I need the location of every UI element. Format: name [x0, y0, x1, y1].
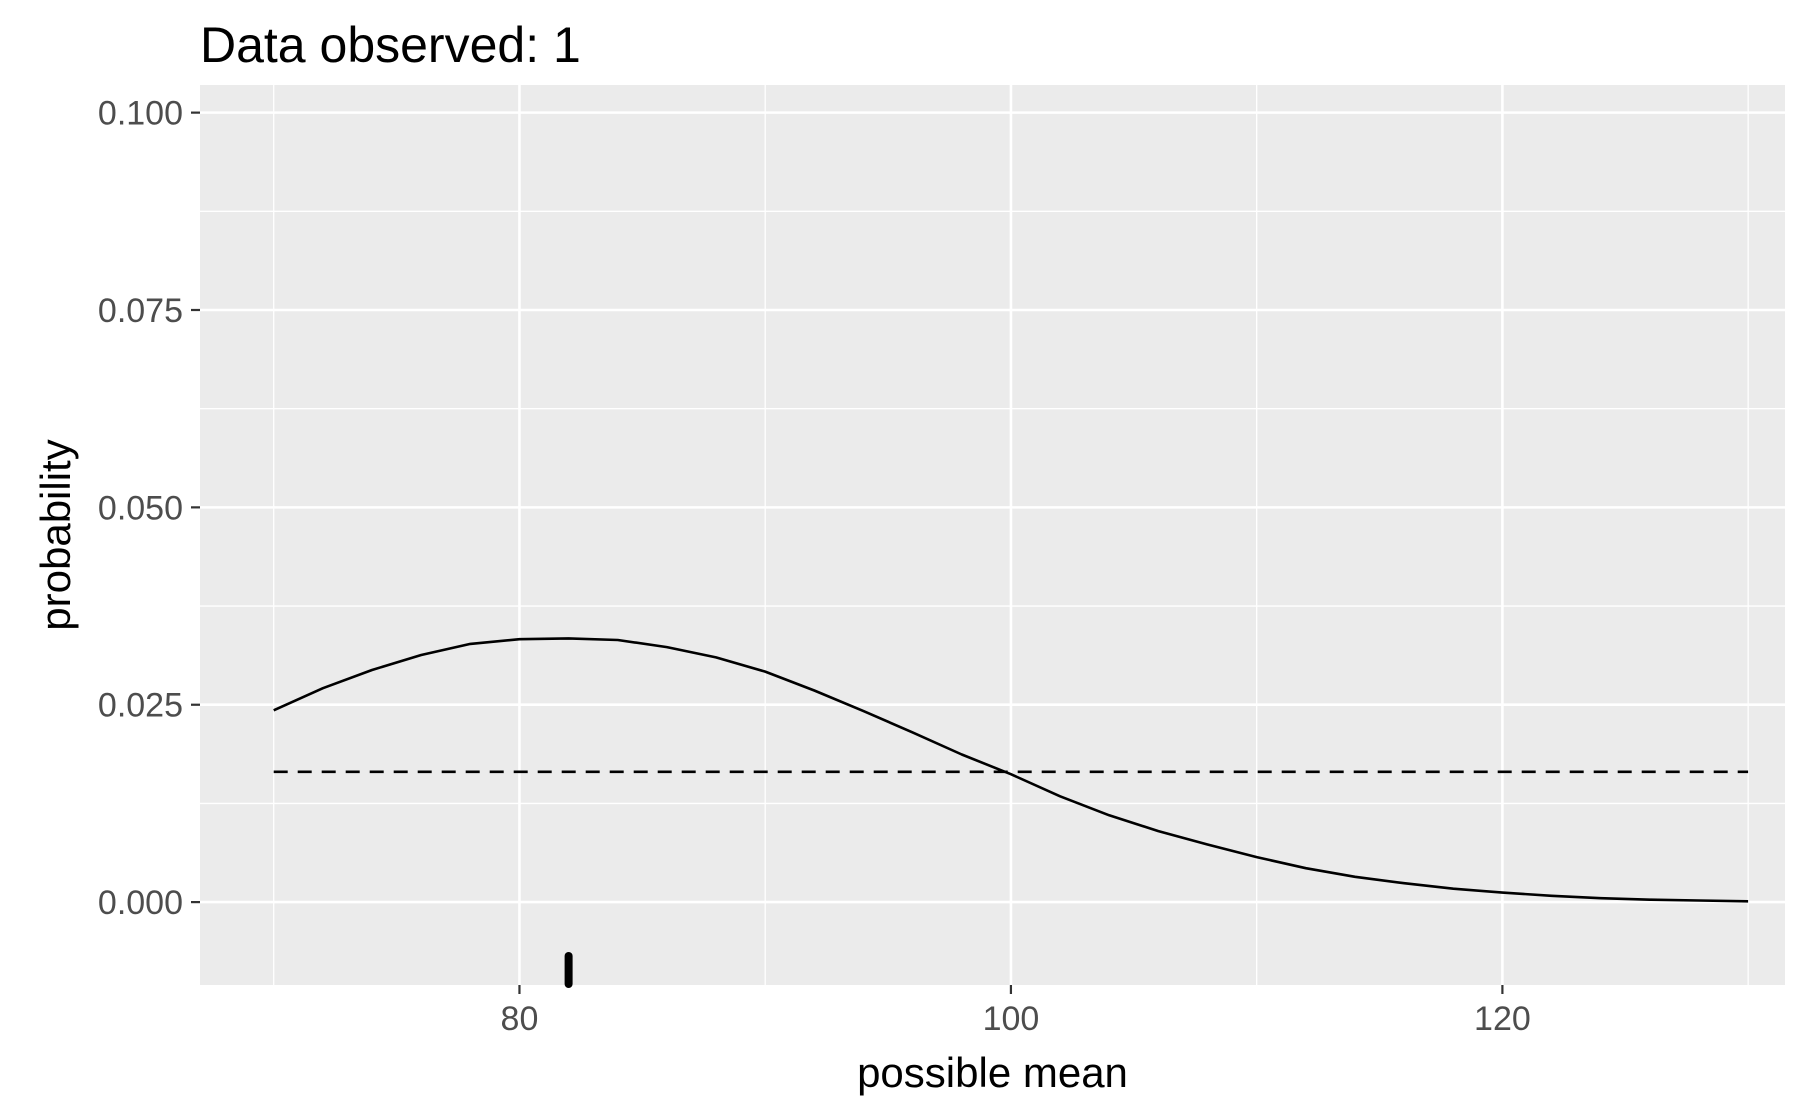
chart-title: Data observed: 1 — [200, 17, 581, 73]
y-tick-label: 0.000 — [98, 884, 183, 922]
x-tick-label: 120 — [1474, 1000, 1531, 1038]
y-tick-label: 0.100 — [98, 95, 183, 133]
y-axis-label: probability — [32, 439, 79, 630]
x-tick-label: 80 — [501, 1000, 539, 1038]
major-gridlines — [200, 85, 1785, 985]
probability-curve — [273, 637, 1749, 903]
plot-panel — [200, 85, 1785, 985]
x-axis: 80 100 120 — [501, 985, 1531, 1038]
x-axis-label: possible mean — [857, 1049, 1128, 1096]
y-tick-label: 0.025 — [98, 687, 183, 725]
y-tick-label: 0.050 — [98, 489, 183, 527]
x-tick-label: 100 — [983, 1000, 1040, 1038]
y-axis: 0.000 0.025 0.050 0.075 0.100 — [98, 95, 200, 922]
y-tick-label: 0.075 — [98, 292, 183, 330]
minor-gridlines — [200, 85, 1785, 985]
series-layer — [273, 637, 1749, 903]
